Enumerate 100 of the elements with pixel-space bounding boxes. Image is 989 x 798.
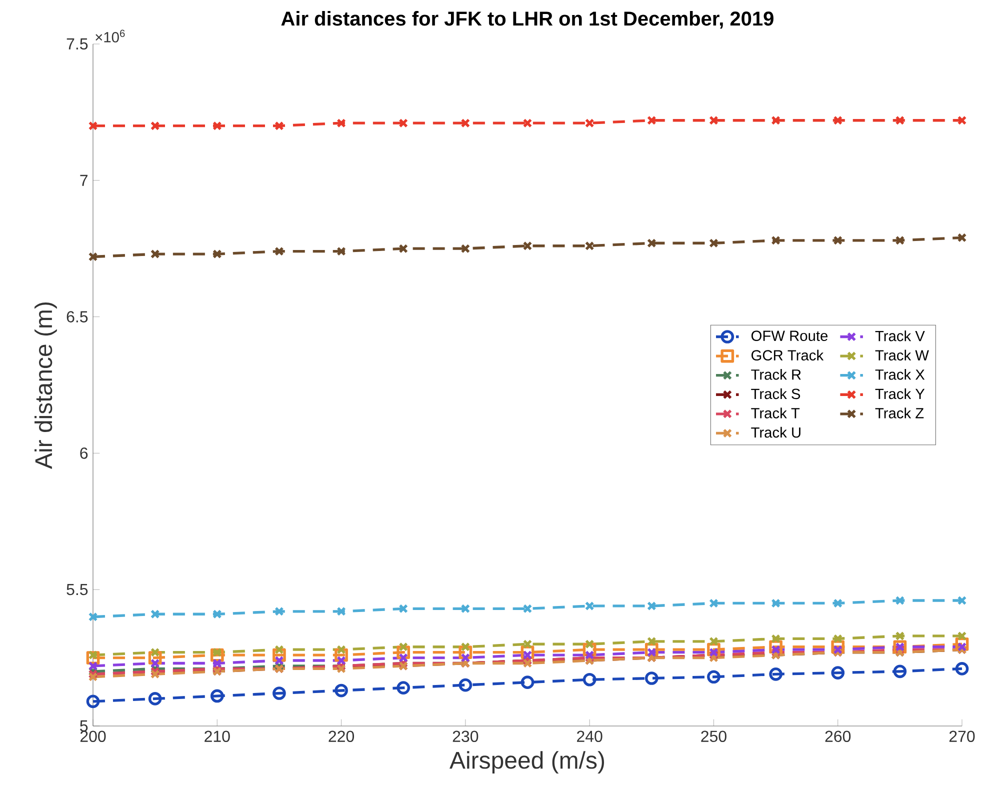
point	[522, 650, 532, 660]
point	[709, 636, 718, 646]
point	[647, 238, 656, 248]
point	[460, 642, 470, 652]
x-tick-label: 220	[328, 730, 354, 742]
point	[86, 694, 100, 708]
point	[520, 676, 534, 690]
point	[647, 648, 656, 657]
point	[274, 656, 284, 666]
point	[647, 116, 656, 126]
point	[150, 670, 160, 679]
legend-label: GCR Track	[752, 350, 824, 361]
point	[334, 684, 348, 698]
point	[212, 648, 222, 657]
point	[644, 672, 658, 685]
point	[831, 666, 845, 680]
point	[460, 653, 470, 662]
legend-label: Track S	[751, 388, 800, 400]
legend-label: Track U	[751, 426, 800, 438]
point	[88, 252, 98, 262]
point	[895, 116, 905, 126]
point	[584, 650, 594, 660]
legend-label: Track V	[875, 330, 925, 342]
point	[771, 116, 780, 126]
point	[398, 604, 408, 614]
point	[771, 644, 780, 654]
legend-label: OFW Route	[751, 330, 828, 342]
point	[336, 246, 346, 256]
point	[833, 116, 842, 126]
point	[460, 244, 470, 254]
point	[272, 686, 286, 700]
point	[833, 236, 842, 246]
point	[274, 121, 284, 130]
y-tick-label: 7.5	[66, 38, 88, 50]
point	[274, 644, 284, 654]
legend-label: Track Z	[875, 408, 924, 418]
point	[150, 121, 160, 130]
y-axis-title: Air distance (m)	[34, 302, 57, 469]
point	[709, 238, 718, 248]
point	[398, 118, 408, 128]
point	[398, 653, 408, 662]
x-tick-label: 260	[825, 730, 851, 742]
point	[893, 664, 907, 678]
point	[336, 656, 346, 666]
y-tick-label: 5	[80, 720, 88, 732]
point	[88, 661, 98, 671]
point	[895, 631, 905, 641]
legend-label: Track T	[751, 408, 800, 418]
legend-label: Track X	[875, 369, 925, 380]
point	[396, 681, 410, 694]
point	[957, 596, 967, 606]
point	[833, 598, 842, 608]
point	[522, 640, 532, 649]
point	[274, 246, 284, 256]
point	[709, 116, 718, 126]
x-tick-label: 200	[80, 730, 106, 742]
point	[957, 642, 967, 652]
point	[458, 678, 472, 692]
point	[833, 634, 842, 644]
point	[771, 236, 780, 246]
point	[582, 672, 596, 686]
point	[771, 598, 780, 608]
point	[88, 121, 98, 130]
point	[212, 121, 222, 130]
point	[955, 662, 969, 676]
x-tick-label: 240	[577, 730, 602, 742]
point	[150, 658, 160, 668]
point	[584, 640, 594, 649]
point	[88, 672, 98, 682]
x-tick-label: 250	[701, 730, 726, 742]
point	[460, 604, 470, 614]
point	[88, 612, 98, 622]
point	[584, 601, 594, 611]
point	[398, 642, 408, 652]
point	[212, 658, 222, 668]
point	[769, 667, 782, 681]
point	[522, 118, 532, 128]
legend-label: Track W	[875, 350, 929, 361]
point	[709, 648, 718, 657]
point	[707, 670, 720, 684]
point	[957, 233, 967, 242]
x-tick-label: 230	[452, 730, 478, 742]
y-tick-label: 5.5	[66, 584, 88, 596]
point	[336, 118, 346, 128]
point	[460, 118, 470, 128]
point	[647, 601, 656, 611]
point	[336, 606, 346, 616]
point	[398, 244, 408, 254]
point	[957, 116, 967, 126]
point	[210, 689, 224, 703]
point	[522, 604, 532, 614]
y-tick-label: 6.5	[66, 311, 88, 322]
point	[771, 634, 780, 644]
legend-label: Track R	[751, 369, 801, 380]
chart-title: Air distances for JFK to LHR on 1st December, 2019	[281, 11, 774, 29]
text: ×10$^{6}$	[96, 30, 125, 42]
point	[957, 631, 967, 641]
point	[336, 644, 346, 654]
point	[647, 636, 656, 646]
point	[88, 650, 98, 660]
